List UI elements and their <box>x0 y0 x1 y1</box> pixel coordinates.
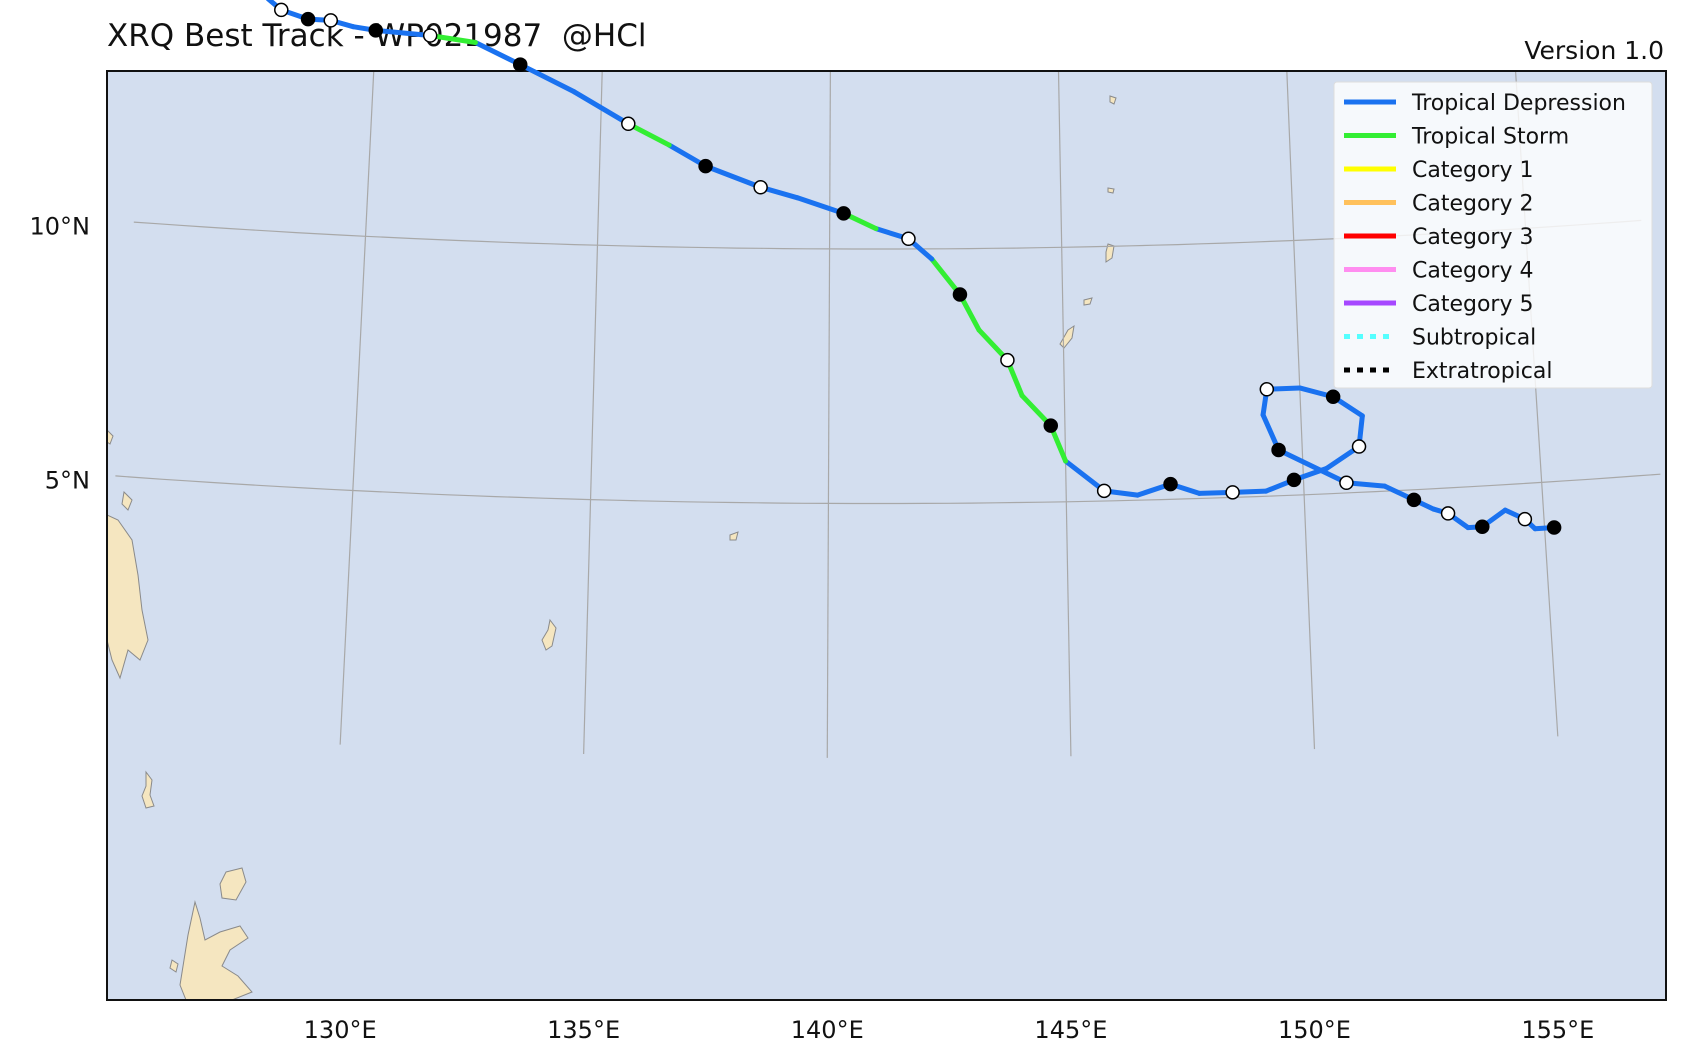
land-morotai <box>219 867 247 901</box>
track-point-00z <box>300 11 316 27</box>
track-point-00z <box>1043 418 1059 433</box>
legend-label: Subtropical <box>1412 326 1536 351</box>
track-point-12z <box>274 2 289 18</box>
track-segment <box>625 121 672 148</box>
land-rota <box>1083 297 1093 306</box>
land-islet <box>169 959 179 973</box>
track-point-12z <box>1440 506 1456 521</box>
legend-label: Tropical Storm <box>1411 125 1569 150</box>
track-point-12z <box>1259 382 1275 397</box>
track-point-12z <box>1000 352 1015 368</box>
track-point-00z <box>1163 476 1178 492</box>
graticule <box>115 71 1661 758</box>
track-point-12z <box>1517 511 1533 527</box>
track-point-12z <box>1351 439 1367 454</box>
track-point-12z <box>422 28 438 43</box>
track-segment <box>517 62 577 95</box>
map-frame <box>106 70 1667 1001</box>
lon-tick-label: 135°E <box>547 1016 620 1044</box>
track-point-00z <box>512 57 528 72</box>
version-label: Version 1.0 <box>1524 36 1664 65</box>
track-point-00z <box>1325 389 1341 404</box>
track-point-00z <box>1546 520 1562 535</box>
land-talaud <box>141 770 155 809</box>
land-palau <box>541 618 557 651</box>
lat-tick-label: 5°N <box>45 466 90 494</box>
track-point-12z <box>1096 483 1112 499</box>
land-philippines-islet <box>107 429 114 445</box>
land-philippines-mindanao <box>107 514 149 680</box>
track-segment <box>703 163 764 190</box>
meridian-line <box>583 71 603 755</box>
land-saipan <box>1105 243 1115 263</box>
legend-label: Category 5 <box>1412 292 1533 317</box>
track-point-12z <box>1225 485 1240 500</box>
track-point-12z <box>901 231 916 247</box>
track-segment <box>929 256 963 297</box>
track-point-12z <box>1339 475 1354 491</box>
axis-labels: 130°E135°E140°E145°E150°E155°E5°N10°N15°… <box>30 212 1595 1044</box>
storm-track-markers <box>274 2 1562 535</box>
track-segment <box>1063 458 1107 494</box>
parallel-line <box>115 473 1661 505</box>
track-point-00z <box>1406 492 1422 508</box>
meridian-line <box>1057 71 1072 757</box>
track-point-00z <box>836 206 851 221</box>
legend-box <box>1333 81 1653 389</box>
legend-label: Category 2 <box>1412 192 1533 217</box>
lon-tick-label: 150°E <box>1278 1016 1351 1044</box>
track-segment <box>373 27 433 39</box>
meridian-line <box>339 71 375 745</box>
track-point-00z <box>1271 442 1286 458</box>
map-title: XRQ Best Track - WP021987 @HCl <box>107 18 647 54</box>
land-islet <box>1107 187 1115 194</box>
land-islet <box>729 531 739 541</box>
track-segment <box>472 40 523 68</box>
legend-label: Category 3 <box>1412 225 1533 250</box>
land-masses <box>107 95 1117 1000</box>
legend-label: Tropical Depression <box>1411 91 1626 116</box>
track-point-00z <box>1286 472 1302 488</box>
lat-tick-label: 10°N <box>30 212 91 240</box>
track-segment <box>1276 447 1349 486</box>
track-point-00z <box>698 158 713 174</box>
track-segment <box>427 33 478 46</box>
land-islet <box>1109 95 1117 105</box>
legend-label: Category 4 <box>1412 259 1533 284</box>
lon-tick-label: 145°E <box>1034 1016 1107 1044</box>
lon-tick-label: 130°E <box>304 1016 377 1044</box>
track-point-12z <box>621 116 636 132</box>
legend-label: Category 1 <box>1412 158 1533 183</box>
lon-tick-label: 155°E <box>1521 1016 1594 1044</box>
legend-label: Extratropical <box>1412 359 1553 384</box>
track-point-00z <box>952 287 968 302</box>
track-point-12z <box>753 180 768 195</box>
track-point-00z <box>368 23 384 38</box>
land-philippines-islet <box>121 490 133 511</box>
track-segment <box>794 195 847 216</box>
track-segment <box>571 89 631 127</box>
land-halmahera <box>179 900 253 1000</box>
meridian-line <box>1286 71 1316 750</box>
meridian-line <box>826 71 831 758</box>
lon-tick-label: 140°E <box>791 1016 864 1044</box>
legend: Tropical Depression Tropical Storm Categor… <box>1333 81 1653 389</box>
track-point-00z <box>1475 519 1490 535</box>
track-point-12z <box>323 13 339 28</box>
